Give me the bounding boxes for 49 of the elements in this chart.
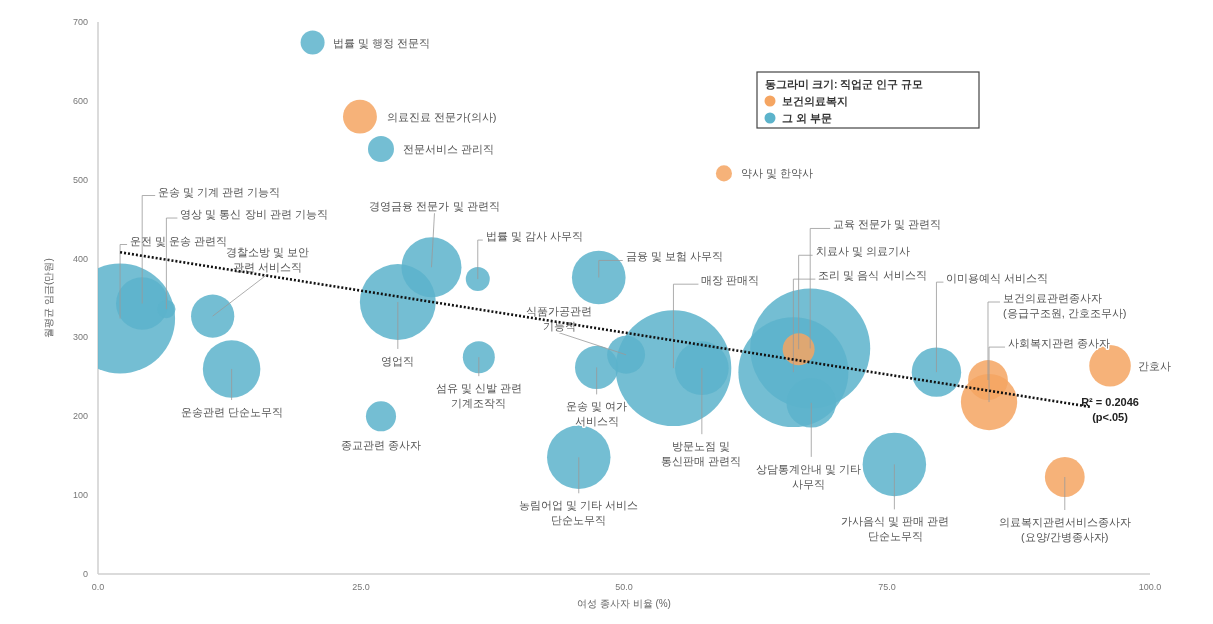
annotation: 방문노점 및 통신판매 관련직 bbox=[660, 440, 741, 468]
x-tick-label: 0.0 bbox=[91, 582, 105, 592]
annotation: 운송 및 기계 관련 기능직 bbox=[158, 185, 281, 198]
y-tick-label: 100 bbox=[72, 490, 88, 501]
annotation: 가사음식 및 판매 관련 단순노무직 bbox=[841, 515, 950, 543]
annotation: 법률 및 감사 사무직 bbox=[485, 230, 583, 243]
y-tick-label: 700 bbox=[72, 17, 88, 27]
y-tick-label: 300 bbox=[72, 332, 88, 343]
y-tick-label: 600 bbox=[72, 95, 88, 106]
annotation: 치료사 및 의료기사 bbox=[815, 245, 910, 258]
annotation: 경찰소방 및 보안 관련 서비스직 bbox=[226, 246, 310, 274]
x-tick-label: 75.0 bbox=[878, 582, 896, 592]
annotation: 법률 및 행정 전문직 bbox=[332, 36, 430, 49]
annotation: 매장 판매직 bbox=[701, 274, 760, 287]
annotation: 의료복지관련서비스종사자 (요양/간병종사자) bbox=[998, 516, 1131, 544]
annotation: 종교관련 종사자 bbox=[340, 439, 422, 452]
annotation: 사회복지관련 종사자 bbox=[1008, 337, 1111, 350]
legend-title: 동그라미 크기: 직업군 인구 규모 bbox=[765, 78, 924, 90]
x-tick-label: 100.0 bbox=[1138, 582, 1162, 592]
annotation: 경영금융 전문가 및 관련직 bbox=[369, 200, 500, 213]
annotation: 운전 및 운송 관련직 bbox=[130, 234, 228, 247]
annotation: 교육 전문가 및 관련직 bbox=[833, 218, 942, 231]
y-axis-title: 월평균 임금(만원) bbox=[43, 258, 54, 338]
y-tick-label: 0 bbox=[82, 569, 88, 579]
annotation: 전문서비스 관리직 bbox=[402, 142, 495, 155]
annotation: 영업직 bbox=[381, 354, 415, 367]
annotation: 섬유 및 신발 관련 기계조작직 bbox=[435, 382, 522, 410]
annotation: 운송 및 여가 서비스직 bbox=[566, 400, 628, 428]
annotation: 보건의료관련종사자 (응급구조원, 간호조무사) bbox=[1002, 292, 1127, 320]
annotation: 식품가공관련 기능직 bbox=[526, 304, 593, 332]
y-tick-label: 200 bbox=[72, 411, 88, 422]
y-tick-label: 500 bbox=[72, 174, 88, 185]
annotation: 이미용예식 서비스직 bbox=[946, 272, 1049, 285]
x-axis-title: 여성 종사자 비율 (%) bbox=[577, 598, 671, 609]
annotation: 상담통계안내 및 기타 사무직 bbox=[755, 462, 861, 490]
x-tick-label: 25.0 bbox=[352, 582, 370, 592]
annotation: 영상 및 통신 장비 관련 기능직 bbox=[180, 208, 328, 221]
annotation: 금융 및 보험 사무직 bbox=[625, 250, 723, 263]
x-tick-label: 50.0 bbox=[615, 582, 633, 592]
annotation: 의료진료 전문가(의사) bbox=[386, 110, 497, 123]
annotation: 약사 및 한약사 bbox=[740, 167, 814, 180]
legend-label: 그 외 부문 bbox=[782, 112, 832, 124]
annotation: 농림어업 및 기타 서비스 단순노무직 bbox=[519, 499, 639, 527]
annotation: R² = 0.2046 (p<.05) bbox=[1081, 395, 1139, 423]
legend-label: 보건의료복지 bbox=[782, 95, 848, 107]
annotation: 간호사 bbox=[1138, 359, 1172, 372]
annotation: 운송관련 단순노무직 bbox=[180, 405, 283, 418]
annotation: 조리 및 음식 서비스직 bbox=[818, 269, 927, 282]
y-tick-label: 400 bbox=[72, 253, 88, 264]
